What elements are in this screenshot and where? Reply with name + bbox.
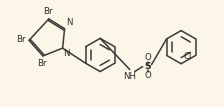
Text: Br: Br [17, 35, 26, 44]
Text: Br: Br [43, 7, 53, 16]
Text: N: N [67, 18, 73, 27]
Text: O: O [144, 53, 151, 62]
Text: Br: Br [37, 59, 47, 68]
Text: O: O [144, 71, 151, 80]
Text: N: N [64, 49, 70, 58]
Text: S: S [144, 62, 151, 71]
Text: NH: NH [123, 73, 136, 82]
Text: Cl: Cl [183, 52, 192, 61]
